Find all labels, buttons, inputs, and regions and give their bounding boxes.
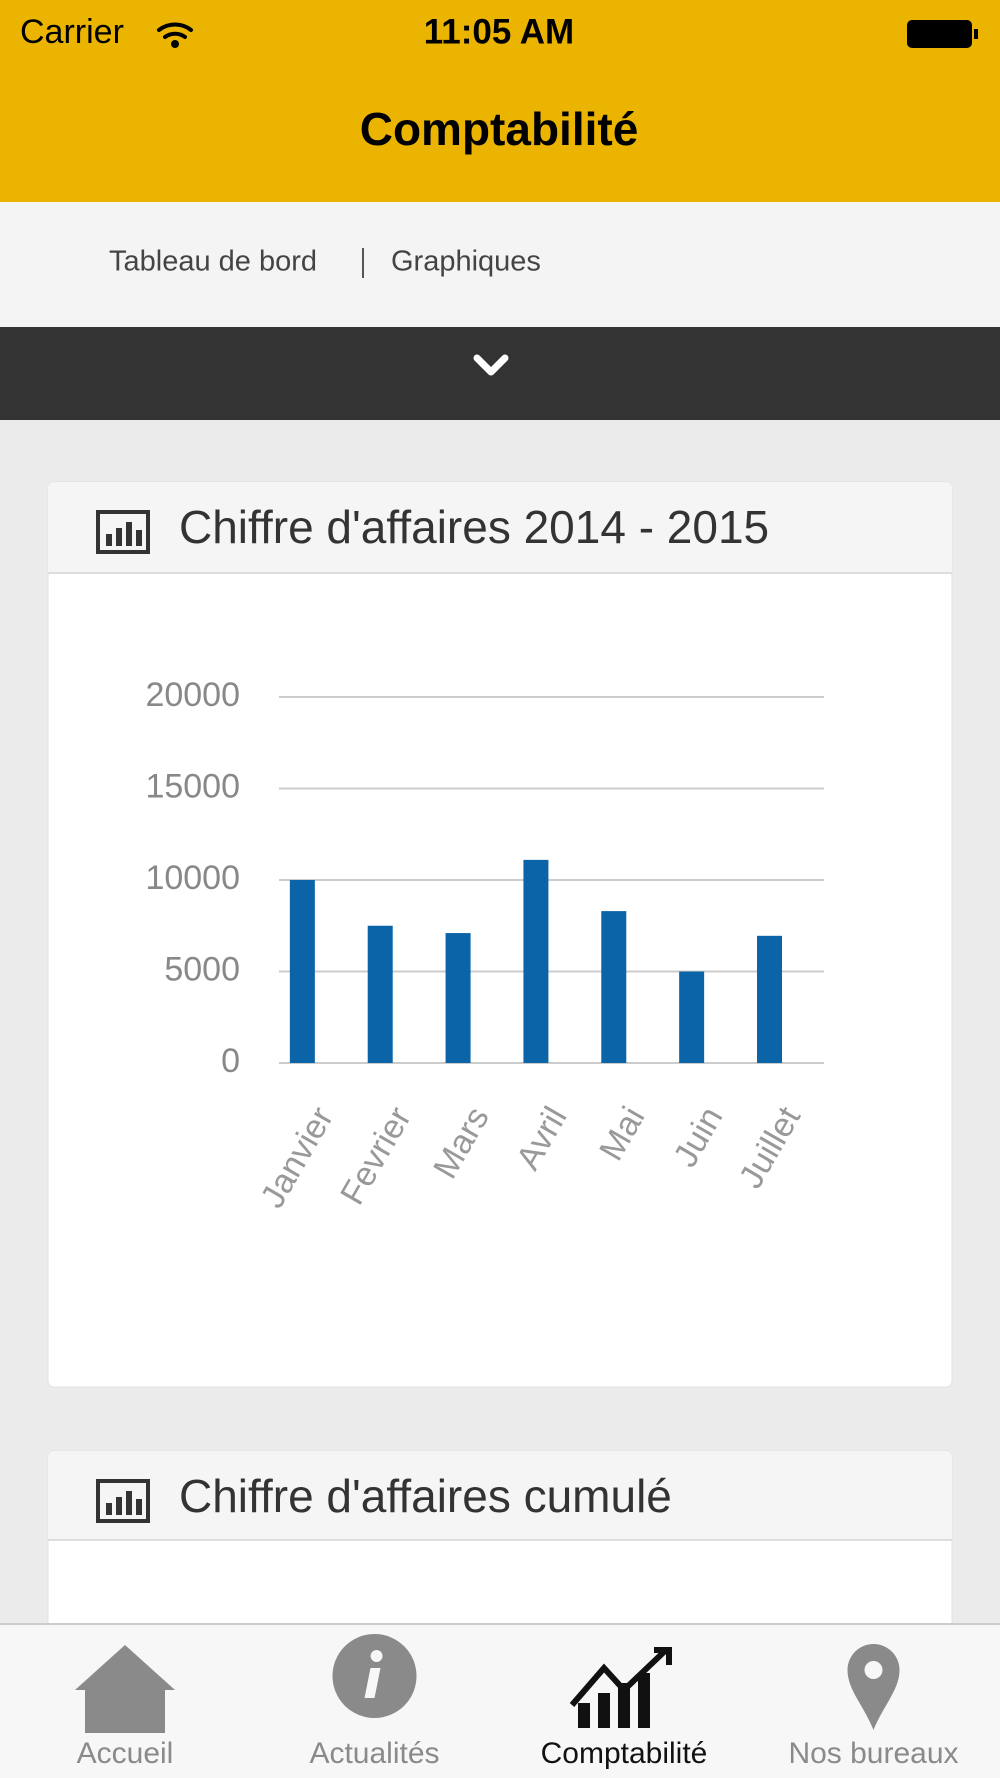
- tab[interactable]: Tableau de bord: [109, 246, 317, 278]
- card-title: Chiffre d'affaires cumulé: [179, 1470, 672, 1522]
- tab-label: Actualités: [309, 1737, 439, 1770]
- page-title: Comptabilité: [360, 103, 639, 155]
- pin-hole: [864, 1661, 883, 1679]
- tab-item[interactable]: Comptabilité: [541, 1647, 708, 1770]
- tab-label: Accueil: [77, 1737, 174, 1770]
- bar: [289, 880, 315, 1063]
- bar: [601, 911, 627, 1063]
- bar: [679, 971, 705, 1063]
- y-tick-label: 15000: [145, 767, 240, 805]
- bar: [367, 925, 393, 1063]
- chart-icon: [96, 510, 150, 554]
- tab[interactable]: Graphiques: [391, 246, 541, 278]
- bar: [523, 859, 549, 1063]
- card-header: [48, 482, 952, 573]
- chart-bar-icon: [638, 1673, 650, 1728]
- y-tick-label: 5000: [164, 950, 240, 988]
- card-header: [48, 1451, 952, 1540]
- collapse-bar[interactable]: [0, 327, 1000, 420]
- chart-icon: [96, 1479, 150, 1523]
- clock: 11:05 AM: [424, 12, 574, 51]
- pin-icon: [847, 1644, 900, 1730]
- battery-tip: [974, 29, 978, 39]
- tab-bar: [0, 1624, 1000, 1778]
- chart-bar-icon: [598, 1693, 610, 1728]
- trend-icon: [569, 1647, 672, 1707]
- bar: [757, 935, 782, 1063]
- chart-bar-icon: [578, 1703, 590, 1728]
- y-tick-label: 0: [221, 1042, 240, 1080]
- tab-label: Nos bureaux: [788, 1737, 958, 1770]
- chart-bar-icon: [618, 1683, 630, 1728]
- tab-label: Comptabilité: [541, 1737, 708, 1770]
- y-tick-label: 20000: [145, 676, 240, 714]
- battery: [907, 20, 972, 48]
- carrier: Carrier: [20, 13, 124, 51]
- tab-bar-items: Accueil Actualités Comptabilité Nos bureaux: [75, 1634, 959, 1770]
- tab-item[interactable]: Nos bureaux: [788, 1644, 959, 1770]
- tab-item[interactable]: Actualités: [309, 1634, 440, 1770]
- wifi-icon: [157, 22, 193, 48]
- info-glyph: [364, 1650, 383, 1698]
- tab-item[interactable]: Accueil: [75, 1645, 175, 1770]
- tabs-bar: [0, 202, 1000, 327]
- y-tick-label: 10000: [145, 859, 240, 897]
- home-icon: [75, 1645, 175, 1733]
- bar: [445, 933, 471, 1063]
- chevron: [473, 354, 509, 376]
- chart-title: Chiffre d'affaires 2014 - 2015: [179, 501, 769, 553]
- chart-card: [47, 481, 953, 1388]
